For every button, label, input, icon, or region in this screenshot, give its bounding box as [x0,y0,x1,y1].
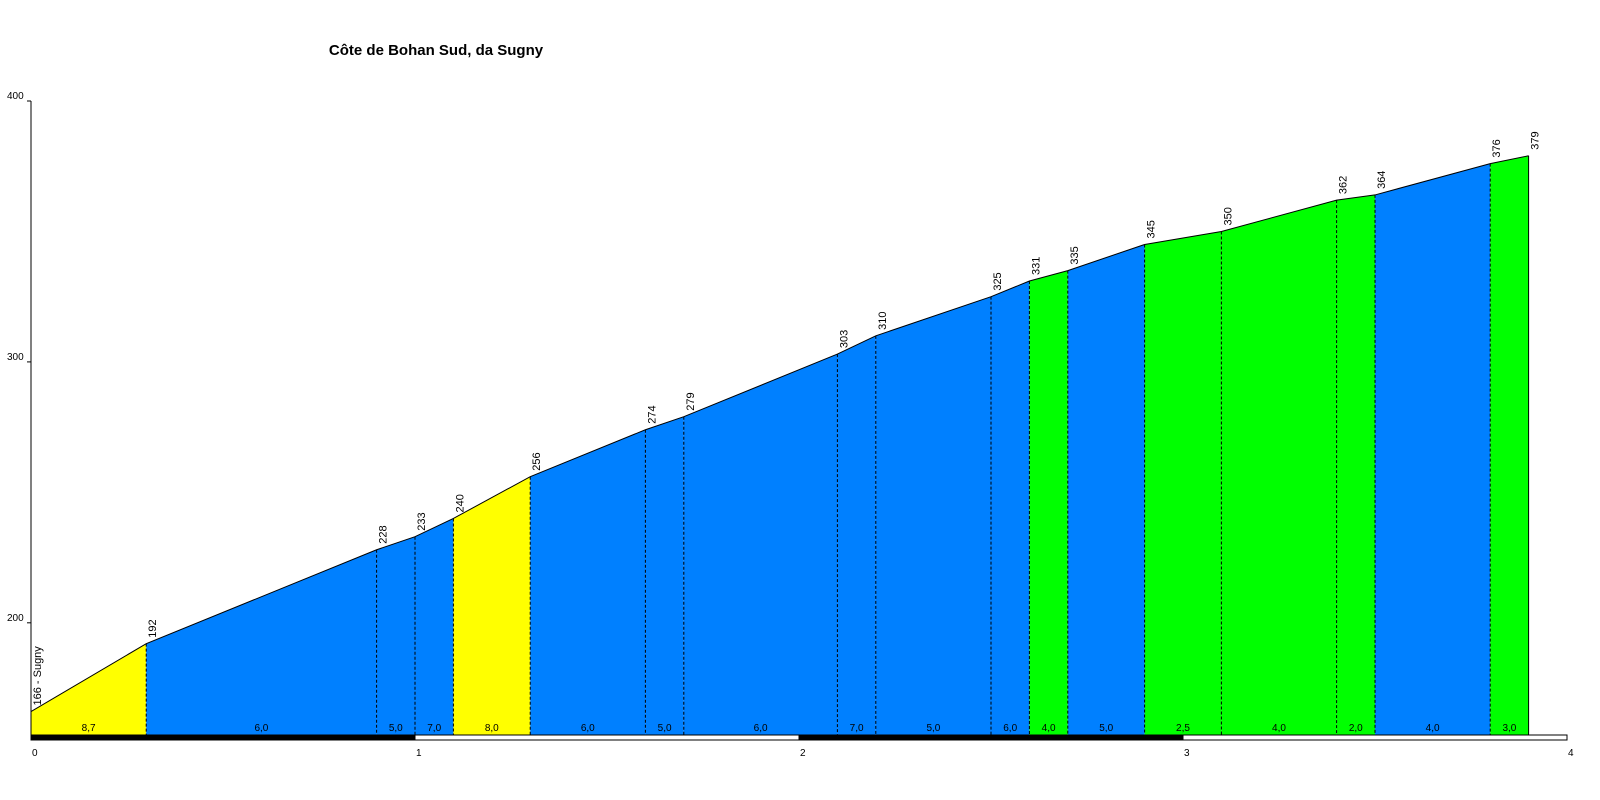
gradient-label: 4,0 [1042,723,1056,734]
segment-area [146,549,377,735]
elevation-labels: 166 - Sugny 192 228 233 240 256 274 279 303 310 32… [32,131,1542,705]
gradient-label: 6,0 [581,723,595,734]
gradient-label: 7,0 [427,723,441,734]
elevation-label: 240 [454,494,466,512]
segment-area [837,335,876,735]
scale-bar-block [414,734,800,741]
elevation-label: 379 [1530,131,1542,149]
gradient-label: 5,0 [389,723,403,734]
gradient-label: 2,5 [1176,723,1190,734]
scale-bar-block [30,734,416,741]
gradient-label: 4,0 [1272,723,1286,734]
elevation-label: 192 [147,619,159,637]
elevation-label: 279 [685,392,697,410]
gradient-label: 8,7 [82,723,96,734]
gradient-label: 5,0 [658,723,672,734]
x-tick-label: 0 [32,748,38,759]
elevation-label: 364 [1376,171,1388,189]
distance-scale-bar [30,734,1568,741]
segment-area [453,476,531,735]
elevation-label: 345 [1146,220,1158,238]
scale-bar-block [798,734,1184,741]
elevation-label: 256 [531,452,543,470]
gradient-label: 2,0 [1349,723,1363,734]
start-label: 166 - Sugny [32,646,44,706]
segment-dividers [145,163,1491,735]
segment-area [1067,244,1145,736]
elevation-label: 362 [1338,176,1350,194]
elevation-label: 310 [877,311,889,329]
segment-area [530,429,646,735]
segment-area [683,354,838,735]
elevation-label: 376 [1491,139,1503,157]
x-tick-label: 4 [1568,748,1574,759]
segment-area [875,296,991,735]
profile-segments [31,155,1529,736]
chart-title: Côte de Bohan Sud, da Sugny [329,42,544,59]
elevation-label: 274 [646,405,658,423]
y-tick-label: 200 [7,613,24,624]
x-tick-label: 1 [416,748,422,759]
elevation-label: 325 [992,272,1004,290]
scale-bar-block [1182,734,1568,741]
elevation-label: 335 [1069,246,1081,264]
profile-line [30,155,1529,712]
gradient-label: 6,0 [1003,723,1017,734]
profile-outline [30,155,1530,735]
elevation-label: 228 [378,525,390,543]
x-tick-label: 3 [1184,748,1190,759]
segment-area [31,643,147,735]
segment-area [415,518,454,735]
gradient-labels: 8,7 6,0 5,0 7,0 8,0 6,0 5,0 6,0 7,0 5,0 6,0 4,0 5,0 2… [82,723,1517,734]
segment-area [1490,155,1529,735]
gradient-label: 6,0 [754,723,768,734]
segment-area [376,536,415,735]
gradient-label: 3,0 [1502,723,1516,734]
segment-area [1144,231,1222,735]
gradient-label: 4,0 [1426,723,1440,734]
gradient-label: 6,0 [254,723,268,734]
elevation-label: 331 [1030,257,1042,275]
elevation-label: 303 [838,330,850,348]
segment-area [1375,163,1491,735]
segment-area [1336,194,1375,736]
segment-area [1221,200,1337,735]
segment-area [991,281,1030,735]
gradient-label: 5,0 [1099,723,1113,734]
gradient-label: 8,0 [485,723,499,734]
elevation-label: 350 [1222,207,1234,225]
gradient-label: 7,0 [850,723,864,734]
elevation-label: 233 [416,512,428,530]
x-tick-label: 2 [800,748,806,759]
y-tick-label: 300 [7,352,24,363]
segment-area [1029,270,1068,735]
y-tick-label: 400 [7,91,24,102]
segment-area [645,416,684,735]
gradient-label: 5,0 [926,723,940,734]
